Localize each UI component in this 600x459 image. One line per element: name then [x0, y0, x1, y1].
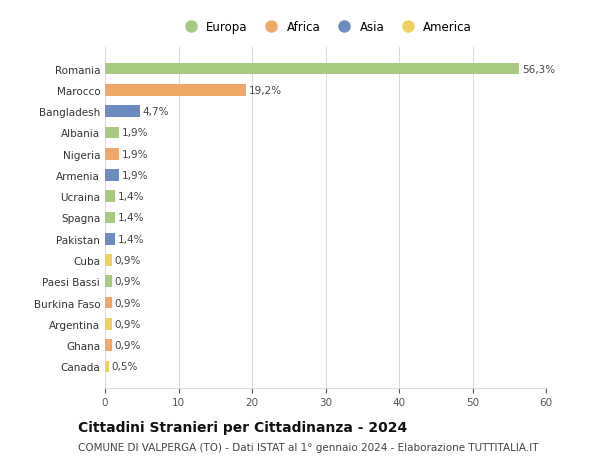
Text: Cittadini Stranieri per Cittadinanza - 2024: Cittadini Stranieri per Cittadinanza - 2… — [78, 420, 407, 434]
Bar — [105, 85, 246, 96]
Bar — [105, 318, 112, 330]
Text: 0,9%: 0,9% — [115, 256, 141, 265]
Text: 1,9%: 1,9% — [122, 149, 148, 159]
Text: 1,4%: 1,4% — [118, 234, 145, 244]
Text: 1,4%: 1,4% — [118, 192, 145, 202]
Bar — [105, 361, 109, 372]
Text: 56,3%: 56,3% — [522, 64, 555, 74]
Text: 19,2%: 19,2% — [249, 86, 282, 95]
Bar — [105, 106, 140, 118]
Bar — [105, 297, 112, 309]
Text: 0,9%: 0,9% — [115, 277, 141, 287]
Bar — [105, 149, 119, 160]
Text: 0,5%: 0,5% — [112, 362, 138, 372]
Text: 4,7%: 4,7% — [142, 107, 169, 117]
Text: 0,9%: 0,9% — [115, 341, 141, 350]
Bar — [105, 64, 519, 75]
Bar — [105, 127, 119, 139]
Bar — [105, 276, 112, 287]
Bar — [105, 170, 119, 181]
Text: 0,9%: 0,9% — [115, 319, 141, 329]
Text: 1,9%: 1,9% — [122, 128, 148, 138]
Bar — [105, 234, 115, 245]
Text: 0,9%: 0,9% — [115, 298, 141, 308]
Bar — [105, 255, 112, 266]
Bar — [105, 340, 112, 351]
Text: COMUNE DI VALPERGA (TO) - Dati ISTAT al 1° gennaio 2024 - Elaborazione TUTTITALI: COMUNE DI VALPERGA (TO) - Dati ISTAT al … — [78, 442, 539, 452]
Text: 1,9%: 1,9% — [122, 171, 148, 180]
Legend: Europa, Africa, Asia, America: Europa, Africa, Asia, America — [175, 17, 476, 39]
Bar — [105, 212, 115, 224]
Text: 1,4%: 1,4% — [118, 213, 145, 223]
Bar — [105, 191, 115, 202]
